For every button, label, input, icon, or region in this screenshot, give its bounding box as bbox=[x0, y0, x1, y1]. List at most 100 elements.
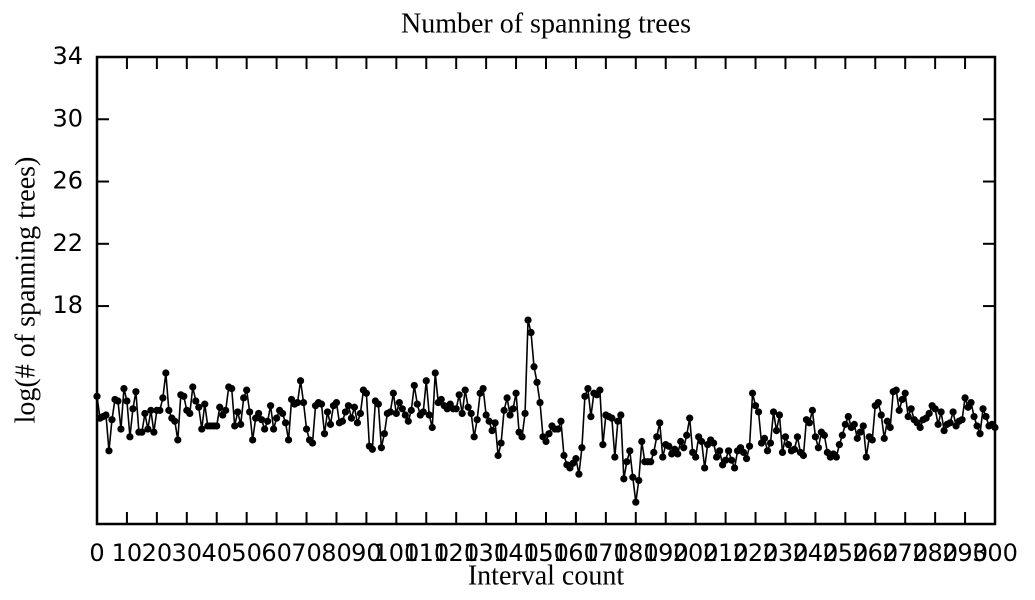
data-point bbox=[599, 441, 607, 449]
data-point bbox=[838, 431, 846, 439]
data-point bbox=[246, 408, 254, 416]
data-point bbox=[368, 445, 376, 453]
data-point bbox=[332, 398, 341, 407]
data-point bbox=[102, 411, 110, 419]
data-point bbox=[413, 400, 421, 408]
data-point bbox=[557, 417, 565, 425]
data-point bbox=[901, 389, 909, 397]
data-point bbox=[635, 476, 643, 485]
data-point bbox=[138, 428, 146, 436]
data-point bbox=[159, 394, 167, 402]
data-point bbox=[629, 473, 637, 481]
data-point bbox=[147, 406, 155, 414]
data-point bbox=[868, 436, 876, 444]
data-point bbox=[407, 406, 415, 414]
data-point bbox=[781, 433, 790, 441]
data-point bbox=[856, 428, 864, 436]
data-point bbox=[620, 475, 628, 483]
data-point bbox=[701, 464, 709, 472]
data-point bbox=[638, 437, 646, 446]
data-point bbox=[410, 381, 418, 390]
data-point bbox=[769, 408, 778, 416]
data-point bbox=[228, 384, 236, 393]
x-tick-label: 200 bbox=[673, 539, 719, 567]
data-point bbox=[931, 405, 939, 413]
data-point bbox=[479, 384, 487, 393]
data-point bbox=[497, 439, 505, 447]
data-point bbox=[344, 402, 353, 410]
data-point bbox=[581, 392, 589, 400]
data-point bbox=[296, 377, 305, 385]
data-point bbox=[650, 448, 658, 456]
data-point bbox=[132, 388, 140, 396]
data-point bbox=[560, 451, 568, 460]
data-point bbox=[341, 408, 350, 416]
data-point bbox=[261, 425, 269, 433]
data-point bbox=[273, 414, 281, 422]
data-point bbox=[165, 406, 173, 414]
data-point bbox=[509, 405, 517, 413]
data-point bbox=[281, 419, 290, 427]
data-point bbox=[659, 453, 667, 461]
data-point bbox=[979, 405, 987, 413]
data-point bbox=[141, 409, 149, 418]
x-tick-label: 150 bbox=[523, 539, 569, 567]
data-point bbox=[677, 437, 685, 446]
data-point bbox=[392, 409, 400, 418]
data-point bbox=[805, 419, 814, 427]
data-point bbox=[784, 441, 793, 449]
data-point bbox=[808, 406, 817, 414]
data-point bbox=[647, 458, 655, 466]
x-tick-label: 110 bbox=[403, 539, 449, 567]
data-point bbox=[431, 369, 439, 377]
data-point bbox=[491, 419, 499, 427]
data-point bbox=[213, 422, 221, 430]
data-point bbox=[748, 389, 757, 397]
data-point bbox=[395, 398, 403, 407]
data-point bbox=[398, 405, 406, 413]
data-point bbox=[461, 386, 469, 394]
data-point bbox=[320, 430, 329, 438]
x-tick-label: 70 bbox=[291, 539, 322, 567]
data-point bbox=[611, 453, 619, 461]
data-point bbox=[841, 420, 849, 428]
y-tick-label: 18 bbox=[52, 291, 83, 319]
data-point bbox=[401, 411, 409, 419]
data-point bbox=[665, 442, 673, 450]
data-point bbox=[270, 425, 278, 433]
data-point bbox=[174, 436, 182, 444]
data-point bbox=[255, 409, 263, 418]
data-point bbox=[377, 444, 385, 452]
data-point bbox=[234, 408, 242, 416]
data-point bbox=[156, 406, 164, 414]
data-point bbox=[356, 409, 365, 418]
data-point bbox=[799, 451, 808, 460]
x-tick-label: 10 bbox=[112, 539, 143, 567]
data-point bbox=[973, 422, 981, 430]
x-tick-label: 250 bbox=[822, 539, 868, 567]
data-point bbox=[730, 464, 739, 472]
x-tick-label: 80 bbox=[321, 539, 352, 567]
data-point bbox=[683, 431, 691, 439]
data-point bbox=[934, 420, 942, 428]
x-tick-label: 230 bbox=[763, 539, 809, 567]
x-tick-label: 300 bbox=[972, 539, 1018, 567]
data-point bbox=[883, 417, 891, 425]
x-tick-label: 30 bbox=[172, 539, 203, 567]
data-point bbox=[775, 411, 784, 419]
data-point bbox=[596, 386, 604, 394]
data-point bbox=[880, 434, 888, 442]
data-point bbox=[123, 397, 131, 405]
x-tick-label: 50 bbox=[231, 539, 262, 567]
data-point bbox=[500, 406, 508, 414]
data-point bbox=[512, 389, 520, 397]
data-point bbox=[458, 409, 466, 418]
x-tick-label: 240 bbox=[792, 539, 838, 567]
data-point bbox=[793, 433, 802, 441]
data-point bbox=[404, 417, 412, 425]
data-point bbox=[904, 412, 912, 421]
data-point bbox=[308, 439, 317, 447]
data-point bbox=[937, 408, 945, 416]
x-tick-label: 40 bbox=[201, 539, 232, 567]
